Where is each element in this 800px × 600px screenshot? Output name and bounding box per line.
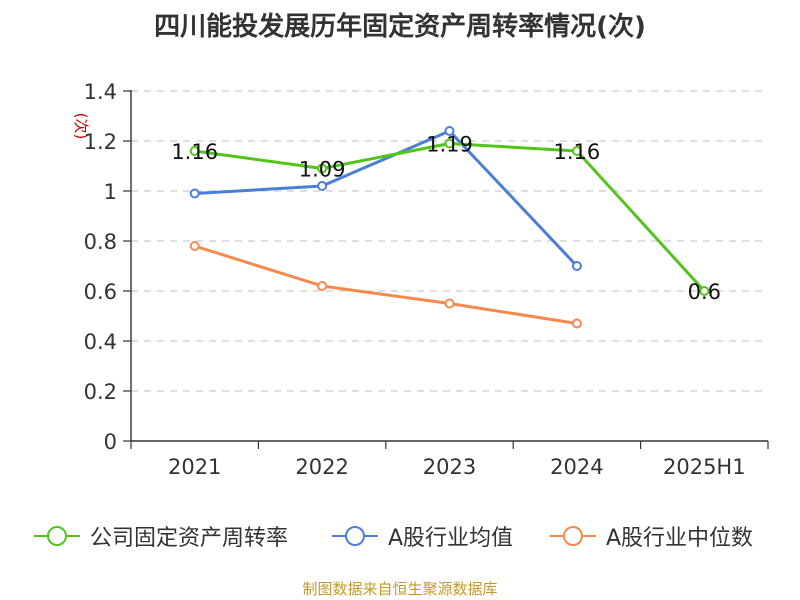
data-point-series-1 [317,181,328,191]
data-point-series-2 [189,241,200,251]
series-line-2 [194,244,578,325]
y-tick-label: 0.4 [84,330,117,354]
legend: 公司固定资产周转率 A股行业均值 A股行业中位数 [0,518,800,554]
x-tick-label: 2022 [295,455,348,479]
data-point-series-2 [444,298,455,309]
data-point-series-0 [571,146,582,156]
data-point-series-0 [699,286,710,296]
legend-item-industry-median[interactable]: A股行业中位数 [548,518,753,554]
data-point-series-0 [444,138,455,149]
legend-label-industry-mean: A股行业均值 [388,526,514,551]
x-tick-label: 2024 [550,455,603,479]
x-tick-label: 2021 [168,455,221,479]
legend-item-industry-mean[interactable]: A股行业均值 [330,518,513,554]
data-label: 1.16 [171,140,218,164]
legend-marker-blue [332,526,378,546]
x-tick-label: 2023 [423,455,476,479]
y-tick-label: 1.4 [84,80,117,104]
x-tick-label: 2025H1 [663,455,746,479]
data-point-series-1 [571,261,582,271]
y-tick-label: 0.2 [84,380,117,404]
data-point-series-0 [189,146,200,156]
data-point-series-0 [317,163,328,174]
y-tick-label: 0 [104,430,117,454]
series-line-1 [194,129,578,268]
legend-marker-orange [550,526,596,546]
y-tick-label: 0.6 [84,280,117,304]
data-label: 1.19 [426,133,473,157]
legend-marker-green [34,526,80,546]
chart-title: 四川能投发展历年固定资产周转率情况(次) [154,12,646,42]
legend-label-company: 公司固定资产周转率 [90,526,289,551]
data-label: 0.6 [688,280,721,304]
data-point-series-2 [571,318,582,329]
y-axis-unit-label: (次) [72,113,90,140]
legend-label-industry-median: A股行业中位数 [606,526,754,551]
data-point-series-1 [189,188,200,199]
data-label: 1.16 [554,140,601,164]
y-tick-label: 1.2 [84,130,117,154]
data-label: 1.09 [299,158,346,182]
y-tick-label: 0.8 [84,230,117,254]
data-point-series-1 [444,126,455,136]
data-point-series-2 [317,281,328,291]
y-tick-label: 1 [104,180,117,204]
legend-item-company[interactable]: 公司固定资产周转率 [32,518,288,554]
data-source: 制图数据来自恒生聚源数据库 [302,580,498,598]
